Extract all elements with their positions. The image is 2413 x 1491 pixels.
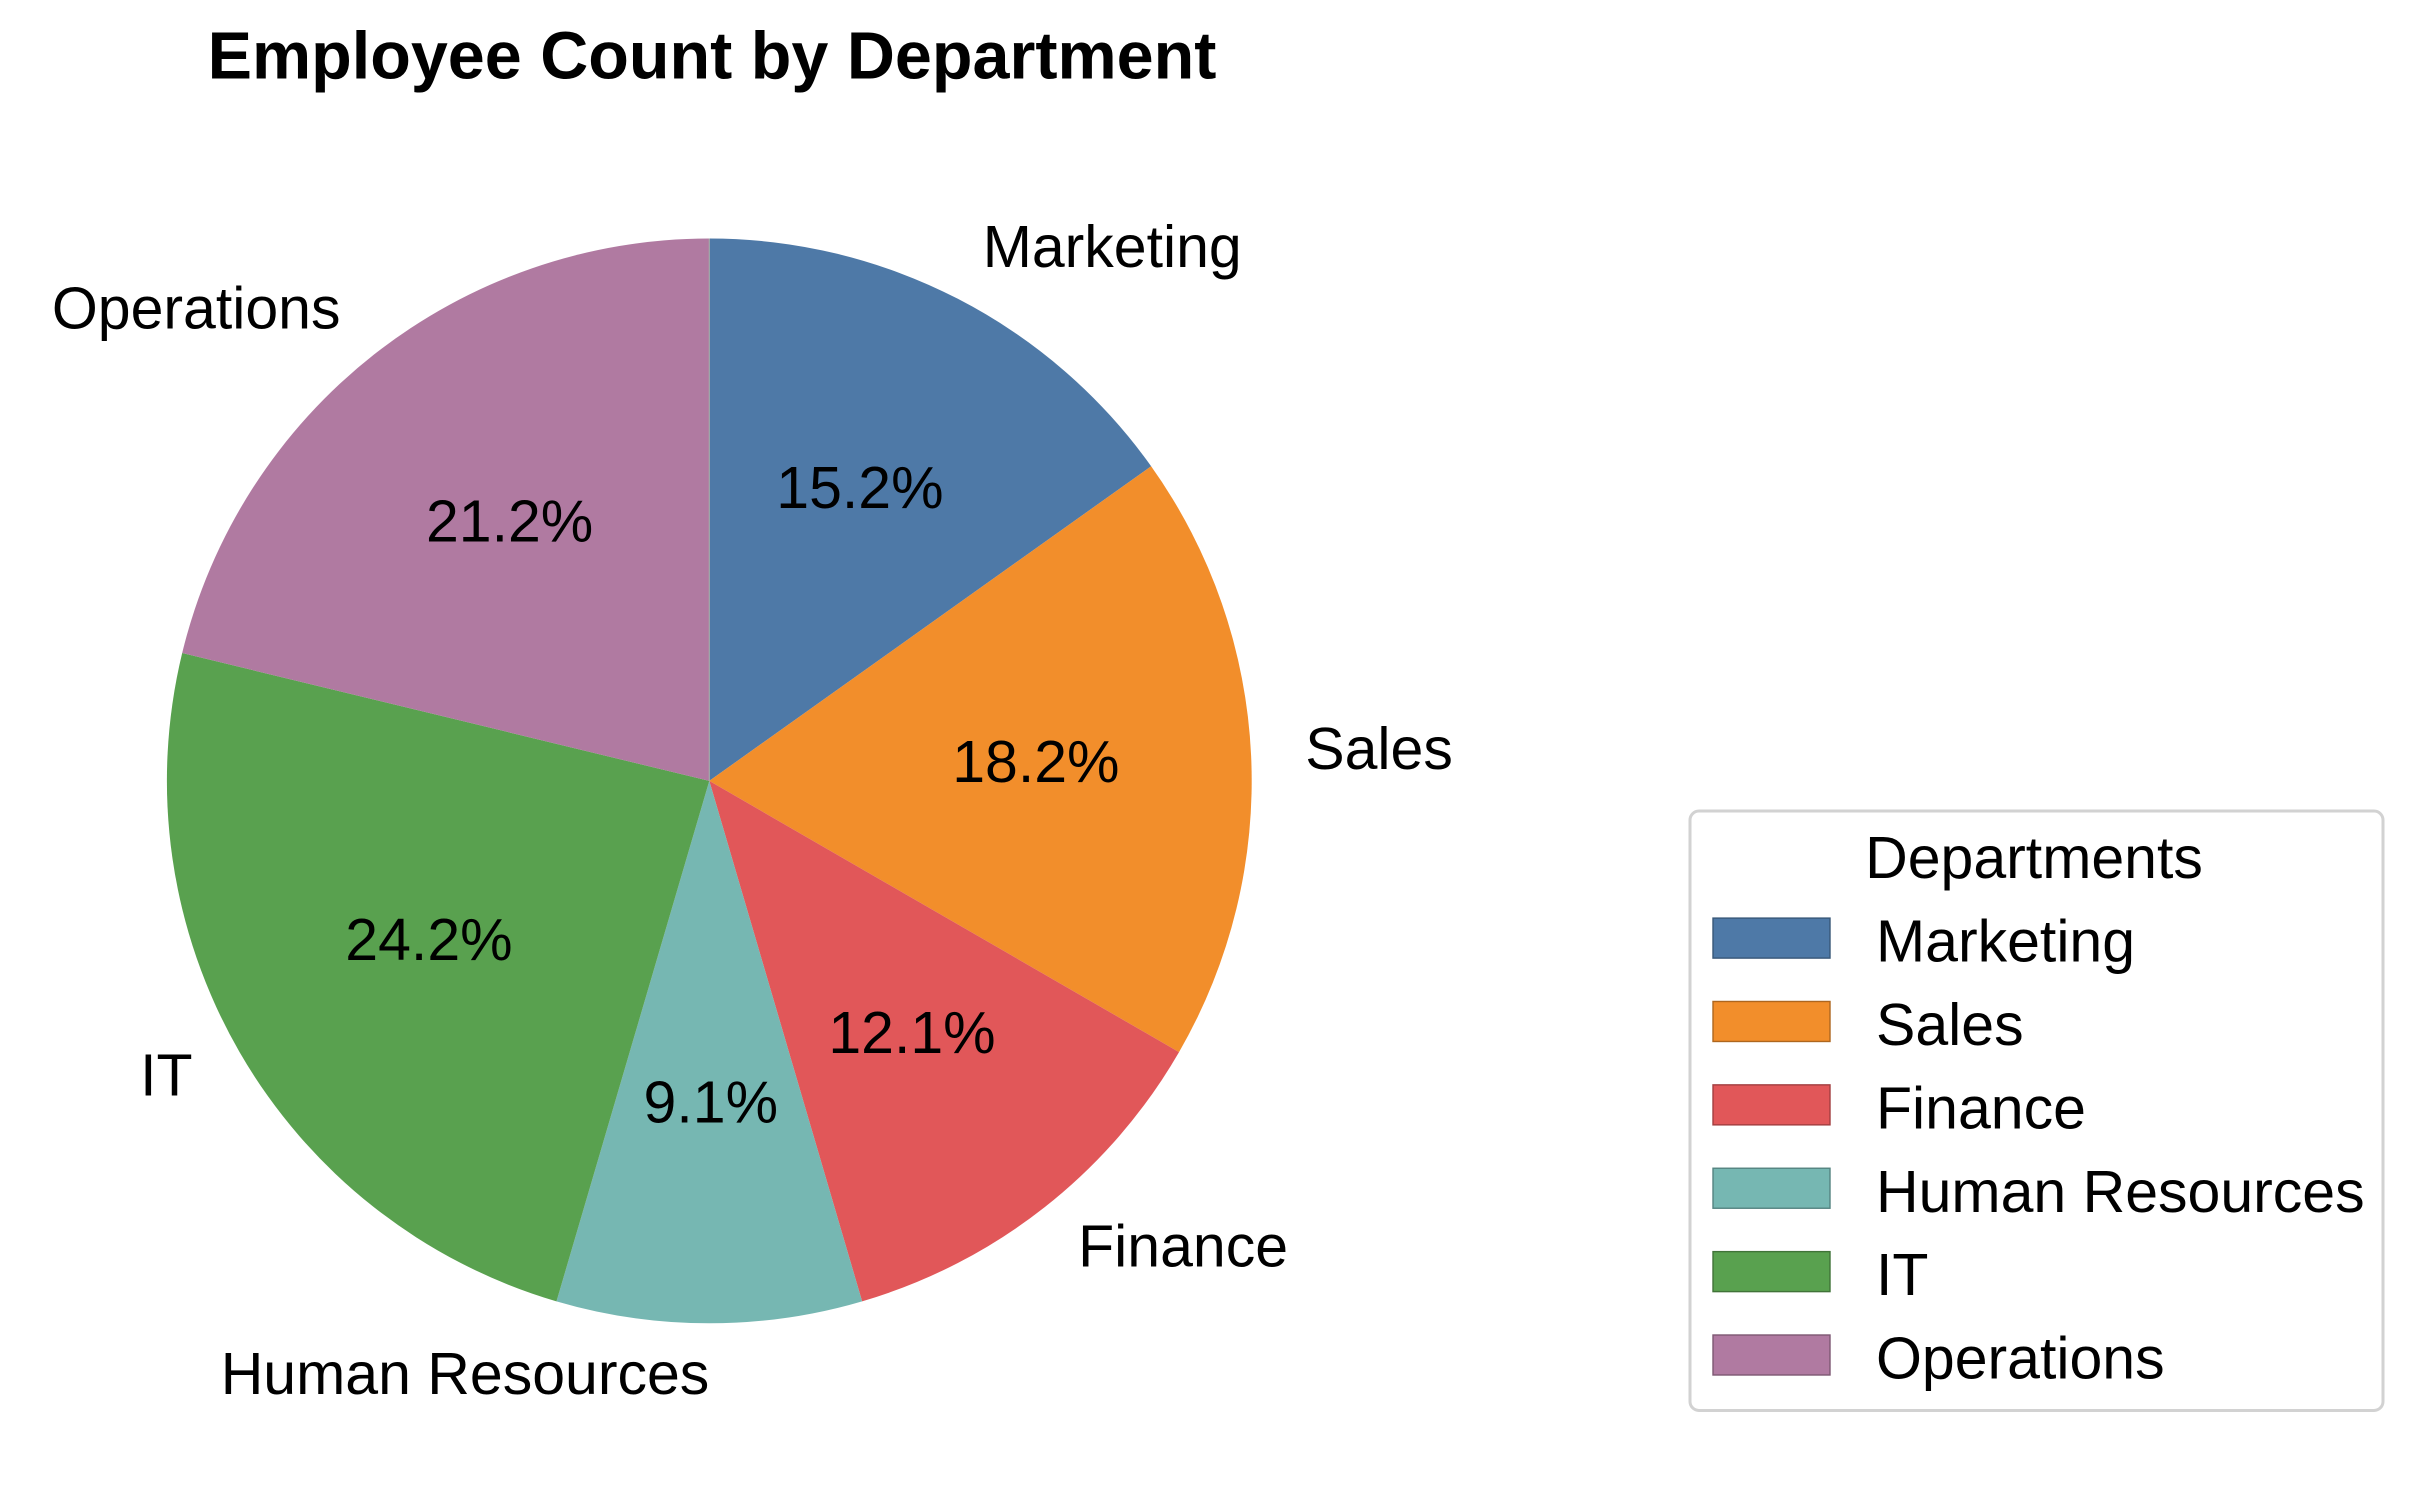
svg-text:Marketing: Marketing <box>983 214 1242 280</box>
svg-text:21.2%: 21.2% <box>426 488 593 554</box>
svg-text:IT: IT <box>140 1043 192 1109</box>
svg-text:Sales: Sales <box>1305 716 1453 782</box>
svg-text:Marketing: Marketing <box>1876 909 2135 975</box>
svg-text:9.1%: 9.1% <box>644 1070 778 1136</box>
svg-text:15.2%: 15.2% <box>776 455 943 521</box>
svg-text:Departments: Departments <box>1865 825 2203 891</box>
svg-text:18.2%: 18.2% <box>952 729 1119 795</box>
svg-text:Finance: Finance <box>1876 1075 2086 1141</box>
svg-text:24.2%: 24.2% <box>345 907 512 973</box>
svg-text:Human Resources: Human Resources <box>1876 1159 2365 1225</box>
svg-text:Operations: Operations <box>1876 1326 2165 1392</box>
svg-text:IT: IT <box>1876 1242 1928 1308</box>
svg-text:Finance: Finance <box>1078 1213 1288 1279</box>
svg-text:Human Resources: Human Resources <box>221 1341 710 1407</box>
svg-text:12.1%: 12.1% <box>828 1000 995 1066</box>
svg-text:Sales: Sales <box>1876 992 2024 1058</box>
svg-text:Operations: Operations <box>52 275 341 341</box>
svg-text:Employee Count by Department: Employee Count by Department <box>208 20 1217 94</box>
